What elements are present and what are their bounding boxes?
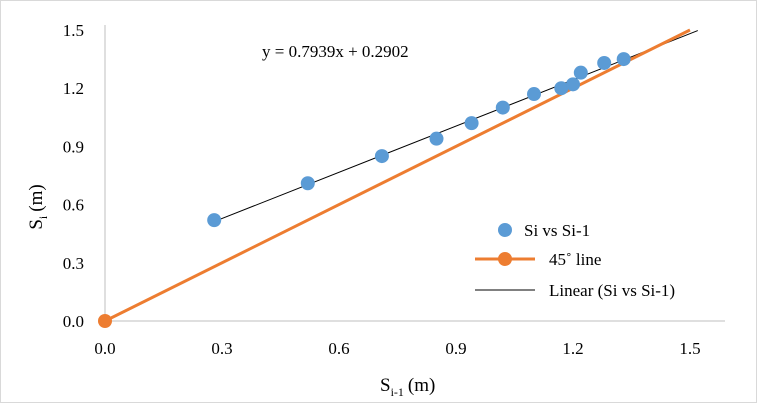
tick-labels: 0.0 0.3 0.6 0.9 1.2 1.5 0.0 0.3 0.6 0.9 1.2 1.5 [63, 21, 701, 358]
legend-marker-45 [498, 252, 512, 266]
legend-label-trend: Linear (Si vs Si-1) [549, 281, 675, 300]
data-points [207, 52, 631, 228]
data-point [374, 149, 389, 164]
x-tick-label: 1.2 [562, 339, 583, 358]
data-point [616, 52, 631, 67]
y-tick-label: 0.0 [63, 312, 84, 331]
y-tick-label: 0.9 [63, 137, 84, 156]
y-axis-title: Si(m) [26, 184, 50, 229]
data-point [300, 176, 315, 191]
x-axis-title: Si-1 (m) [380, 375, 435, 399]
diagonal-origin-marker [98, 314, 112, 328]
diagonal-line-path [104, 28, 691, 323]
data-point [527, 87, 541, 102]
data-point [554, 81, 569, 96]
x-tick-label: 0.6 [328, 339, 349, 358]
legend-label-45: 45˚ line [549, 250, 601, 269]
legend-marker-scatter [498, 223, 512, 237]
y-tick-label: 1.5 [63, 21, 84, 40]
y-tick-label: 0.6 [63, 196, 84, 215]
data-point [464, 116, 479, 131]
diagonal-line [98, 28, 691, 328]
trendline [214, 30, 698, 223]
x-tick-label: 0.0 [94, 339, 115, 358]
data-point [566, 77, 580, 92]
axes [104, 25, 725, 322]
legend-label-scatter: Si vs Si-1 [524, 221, 590, 240]
data-point [207, 213, 222, 228]
x-tick-label: 0.9 [445, 339, 466, 358]
x-tick-label: 0.3 [211, 339, 232, 358]
data-point [597, 55, 612, 70]
x-tick-label: 1.5 [679, 339, 700, 358]
trendline-path [214, 30, 698, 223]
legend: Si vs Si-1 45˚ line Linear (Si vs Si-1) [475, 221, 675, 300]
data-point [429, 131, 444, 146]
trendline-equation: y = 0.7939x + 0.2902 [262, 42, 409, 61]
y-tick-label: 1.2 [63, 79, 84, 98]
data-point [573, 65, 588, 80]
data-point [495, 100, 510, 115]
y-tick-label: 0.3 [63, 254, 84, 273]
